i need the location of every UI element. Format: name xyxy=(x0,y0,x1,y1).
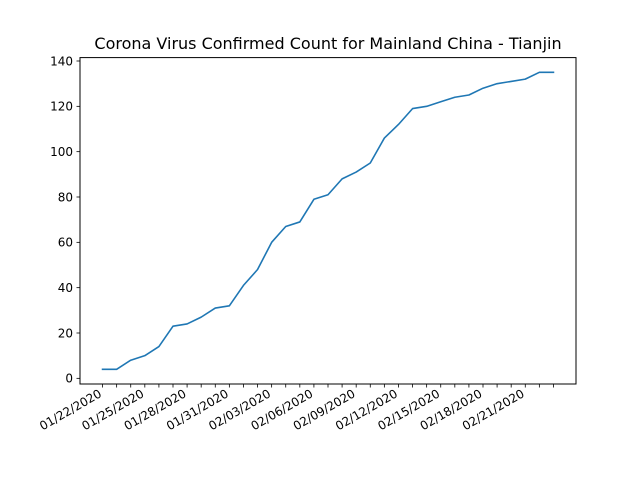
y-tick-label: 120 xyxy=(50,100,73,114)
y-tick-label: 140 xyxy=(50,54,73,68)
y-tick-label: 0 xyxy=(65,372,73,386)
y-tick-label: 100 xyxy=(50,145,73,159)
axes-frame xyxy=(79,57,577,385)
chart-title: Corona Virus Confirmed Count for Mainlan… xyxy=(94,34,561,53)
series-line xyxy=(101,71,555,371)
y-tick-label: 40 xyxy=(58,281,73,295)
y-tick-label: 80 xyxy=(58,190,73,204)
y-tick-label: 60 xyxy=(58,236,73,250)
y-tick-label: 20 xyxy=(58,326,73,340)
